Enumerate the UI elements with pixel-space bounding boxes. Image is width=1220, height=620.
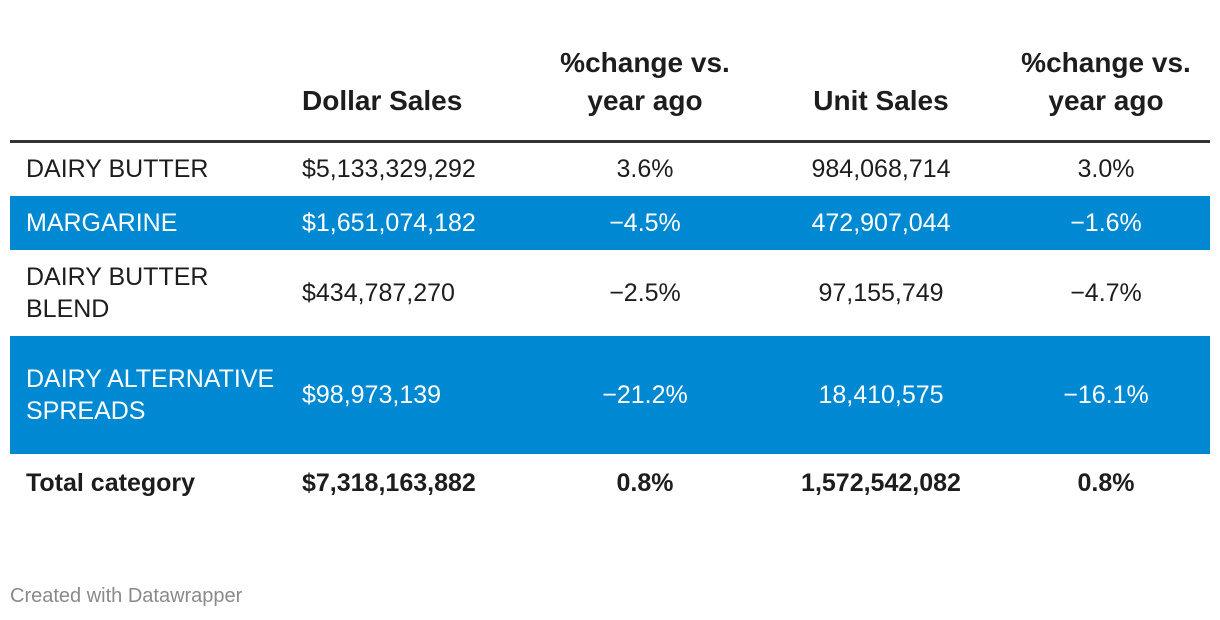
total-unit-sales: 1,572,542,082 <box>760 453 1002 512</box>
total-unit-change: 0.8% <box>1002 453 1210 512</box>
table-header-row: Dollar Sales %change vs. year ago Unit S… <box>10 44 1210 143</box>
sales-table: Dollar Sales %change vs. year ago Unit S… <box>10 44 1210 512</box>
row-unit-change: 3.0% <box>1002 141 1210 196</box>
row-unit-sales: 472,907,044 <box>760 195 1002 250</box>
row-dollar-sales: $5,133,329,292 <box>290 141 530 196</box>
row-unit-change: −1.6% <box>1002 195 1210 250</box>
row-category: MARGARINE <box>10 195 290 250</box>
row-unit-sales: 984,068,714 <box>760 141 1002 196</box>
row-dollar-sales: $434,787,270 <box>290 249 530 336</box>
total-category: Total category <box>10 453 290 512</box>
row-unit-sales: 97,155,749 <box>760 249 1002 336</box>
row-category: DAIRY BUTTER <box>10 141 290 196</box>
header-category <box>10 44 290 143</box>
header-dollar-change: %change vs. year ago <box>530 44 760 143</box>
row-dollar-change: 3.6% <box>530 141 760 196</box>
row-dollar-sales: $98,973,139 <box>290 335 530 454</box>
table-row: DAIRY ALTERNATIVE SPREADS $98,973,139 −2… <box>10 335 1210 454</box>
total-row: Total category $7,318,163,882 0.8% 1,572… <box>10 453 1210 512</box>
total-dollar-sales: $7,318,163,882 <box>290 453 530 512</box>
row-dollar-change: −2.5% <box>530 249 760 336</box>
row-unit-change: −4.7% <box>1002 249 1210 336</box>
table-row: DAIRY BUTTER BLEND $434,787,270 −2.5% 97… <box>10 249 1210 336</box>
datawrapper-credit[interactable]: Created with Datawrapper <box>10 585 243 607</box>
row-dollar-sales: $1,651,074,182 <box>290 195 530 250</box>
row-dollar-change: −21.2% <box>530 335 760 454</box>
total-dollar-change: 0.8% <box>530 453 760 512</box>
row-category: DAIRY BUTTER BLEND <box>10 249 290 336</box>
header-unit-change: %change vs. year ago <box>1002 44 1210 143</box>
header-dollar-sales: Dollar Sales <box>290 44 530 143</box>
row-unit-sales: 18,410,575 <box>760 335 1002 454</box>
header-unit-sales: Unit Sales <box>760 44 1002 143</box>
row-unit-change: −16.1% <box>1002 335 1210 454</box>
table-row: MARGARINE $1,651,074,182 −4.5% 472,907,0… <box>10 195 1210 250</box>
row-dollar-change: −4.5% <box>530 195 760 250</box>
table-row: DAIRY BUTTER $5,133,329,292 3.6% 984,068… <box>10 141 1210 196</box>
row-category: DAIRY ALTERNATIVE SPREADS <box>10 335 290 454</box>
